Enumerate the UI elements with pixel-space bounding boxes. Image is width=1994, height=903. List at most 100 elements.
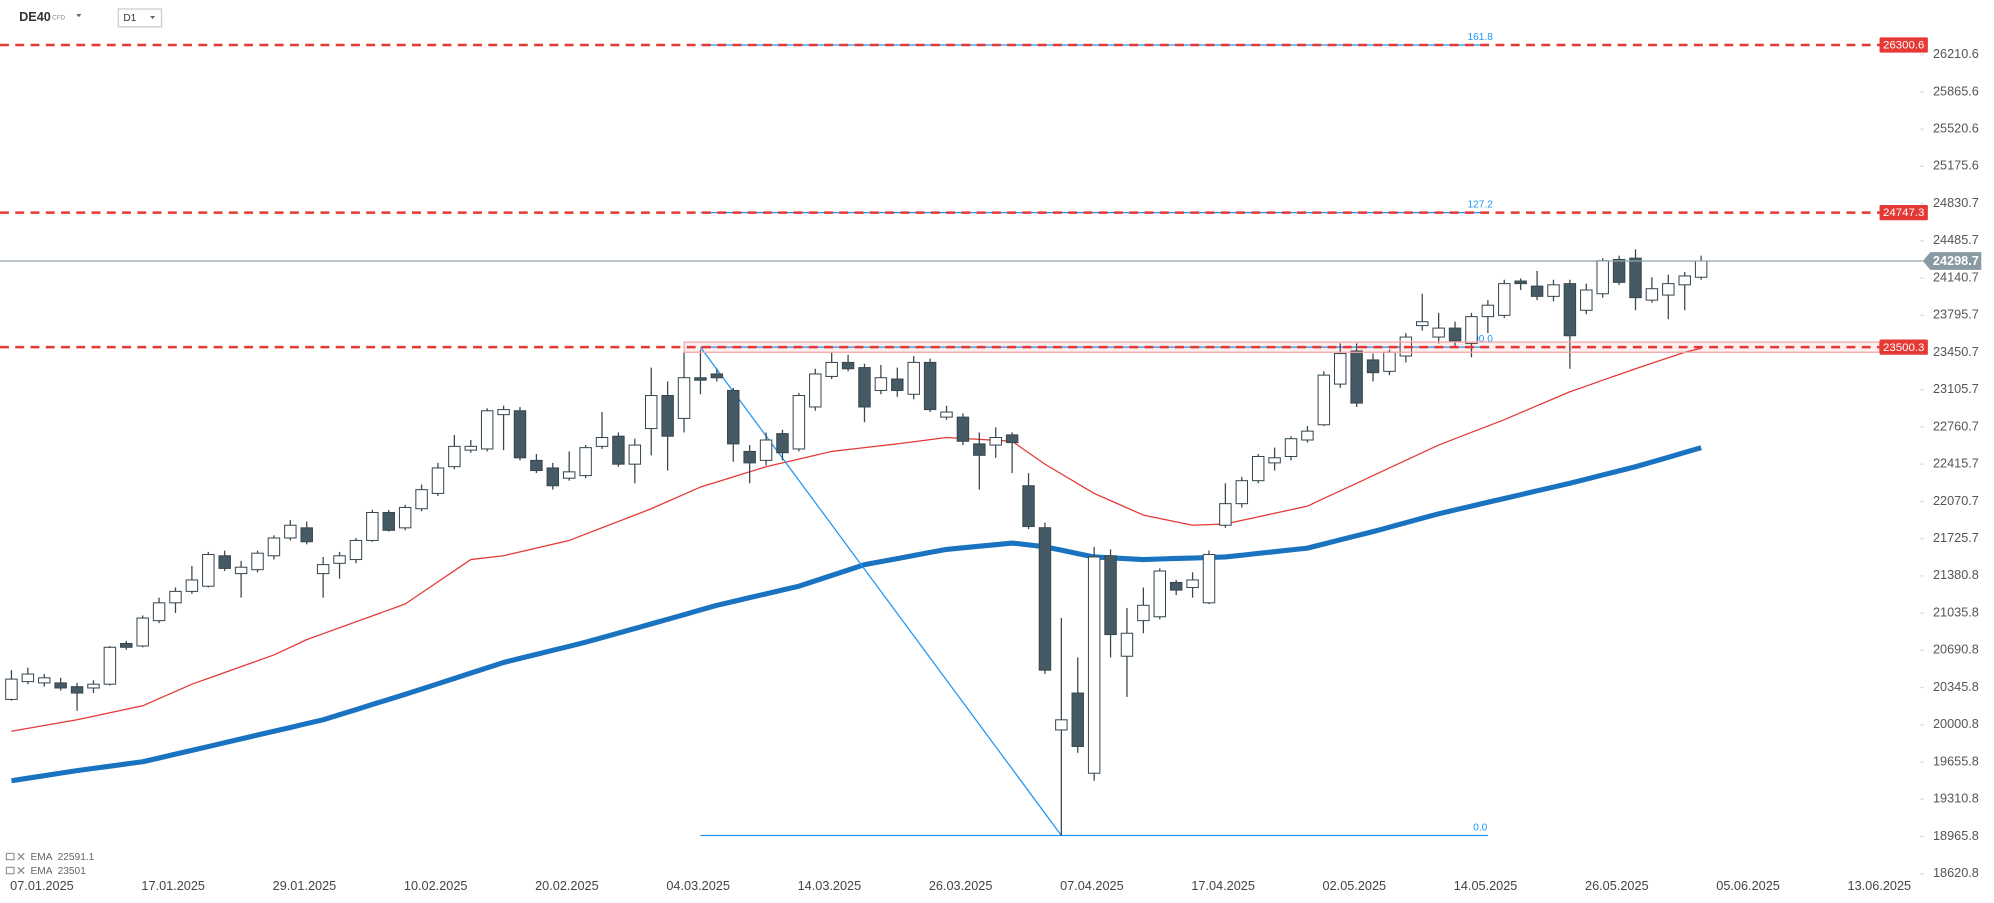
candle-body-up (1481, 304, 1495, 318)
candle-body-up (1678, 275, 1691, 286)
candle-body-up (38, 677, 51, 684)
legend-label: EMA 22591.1 (31, 852, 95, 863)
x-tick-label: 05.06.2025 (1716, 878, 1780, 893)
candle-body-up (1120, 632, 1134, 657)
candle-body-down (694, 377, 707, 381)
interval-box[interactable] (117, 8, 163, 28)
candle-body-down (1350, 350, 1363, 404)
candle-body-down (546, 467, 560, 487)
y-tick-label: 18620.8 (1933, 865, 1979, 880)
candle-body-up (136, 617, 149, 647)
candle-body-up (366, 511, 379, 541)
fib-label: 161.8 (1468, 32, 1494, 43)
level-label: 26300.6 (1883, 40, 1924, 52)
candle-body-up (5, 678, 18, 700)
candle-body-up (1153, 570, 1167, 618)
legend-entry: EMA 23501 (5, 866, 87, 877)
candle-body-up (759, 439, 773, 461)
plot-area: 26210.6 25865.6 25520.6 25175.6 24830.7 24485… (0, 32, 1982, 893)
dropdown-arrow[interactable] (76, 14, 82, 18)
candle-body-up (1465, 316, 1478, 344)
candle-body-up (398, 506, 412, 529)
candle-body-up (1186, 579, 1199, 589)
candle-body-down (841, 361, 855, 370)
candle-body-down (70, 686, 84, 694)
legend-name: EMA (31, 866, 53, 877)
candle-body-up (103, 646, 117, 685)
y-tick-label: 18965.8 (1933, 828, 1979, 843)
candle-body-down (382, 511, 395, 531)
candle-body-up (169, 590, 182, 604)
candle-body-up (809, 373, 822, 408)
legend-icon (5, 852, 15, 861)
fib-label: 100.0 (1468, 334, 1494, 345)
candle-body-up (415, 489, 428, 510)
y-tick-label: 21035.8 (1933, 604, 1979, 619)
legend-name: EMA (31, 852, 53, 863)
interval-select[interactable]: D1 (117, 8, 163, 28)
candle-body-up (1547, 284, 1560, 297)
candle-body-up (677, 377, 691, 419)
candle-body-up (907, 361, 920, 395)
fib-trend (699, 346, 1062, 836)
candle-body-up (628, 444, 642, 465)
candle-body-down (300, 527, 313, 543)
x-tick-label: 07.01.2025 (10, 878, 74, 893)
candle-body-down (1514, 280, 1527, 285)
candle-body-up (1301, 430, 1314, 441)
fib-label: 0.0 (1473, 823, 1487, 834)
x-tick-label: 10.02.2025 (404, 878, 468, 893)
candle-body-down (612, 435, 625, 465)
candle-body-up (185, 579, 199, 592)
candle-body-up (87, 683, 100, 689)
x-tick-label: 14.03.2025 (798, 878, 862, 893)
candle-body-down (1612, 258, 1626, 283)
x-tick-label: 14.05.2025 (1454, 878, 1518, 893)
x-tick-label: 26.03.2025 (929, 878, 993, 893)
candle-body-down (1104, 555, 1117, 636)
y-tick-label: 24140.7 (1933, 269, 1979, 284)
candle-body-up (464, 445, 478, 451)
current-price-box (1922, 252, 1982, 270)
candle-body-down (1005, 434, 1019, 444)
candle-body-up (497, 409, 510, 416)
candle-body-up (1383, 351, 1396, 372)
candle-body-up (1645, 288, 1659, 301)
candle-body-down (1629, 257, 1642, 299)
dropdown-arrow[interactable] (150, 15, 156, 20)
candle-body-up (152, 602, 166, 622)
legend-label: EMA 23501 (31, 866, 87, 877)
header[interactable]: DE40 CFD (19, 9, 82, 24)
candle-body-down (727, 389, 740, 445)
y-tick-label: 25175.6 (1933, 158, 1979, 173)
y-tick-label: 23795.7 (1933, 307, 1979, 322)
y-tick-label: 26210.6 (1933, 46, 1979, 61)
candle-body-up (792, 395, 806, 450)
ema-line (11, 445, 1702, 784)
symbol[interactable]: DE40 (19, 9, 51, 24)
candle-body-up (1694, 260, 1708, 278)
ema-line (11, 347, 1702, 732)
legend-close[interactable] (17, 852, 25, 861)
candle-body-up (333, 555, 346, 564)
candle-body-up (234, 566, 248, 575)
candle-body-up (1055, 719, 1068, 731)
level-label: 24747.3 (1883, 207, 1924, 219)
candle-body-up (989, 437, 1002, 446)
legend-close[interactable] (17, 866, 25, 875)
legend-icon (5, 866, 15, 875)
candle-body-up (1596, 260, 1609, 295)
level-label: 23500.3 (1883, 342, 1924, 354)
candle-body-up (1202, 553, 1216, 604)
candle-body-up (1580, 289, 1593, 311)
y-tick-label: 25865.6 (1933, 83, 1979, 98)
interval[interactable]: D1 (123, 13, 136, 24)
candle-body-down (1366, 359, 1380, 374)
x-tick-label: 07.04.2025 (1060, 878, 1124, 893)
y-tick-label: 23450.7 (1933, 344, 1979, 359)
candle-body-up (1317, 374, 1331, 426)
y-tick-label: 19310.8 (1933, 791, 1979, 806)
level-label-box (1879, 204, 1928, 221)
candle-body-up (448, 445, 461, 468)
